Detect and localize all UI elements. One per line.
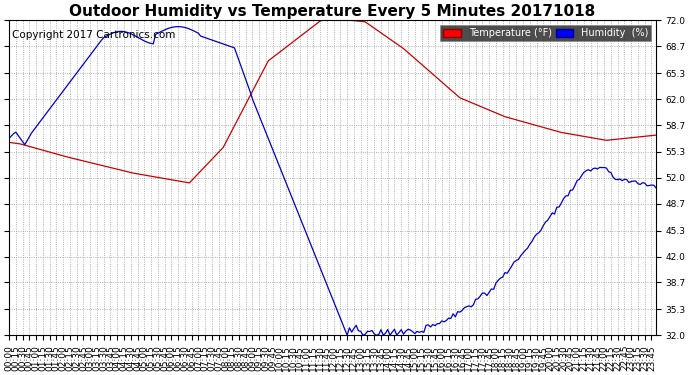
Legend: Temperature (°F), Humidity  (%): Temperature (°F), Humidity (%) <box>440 25 651 41</box>
Title: Outdoor Humidity vs Temperature Every 5 Minutes 20171018: Outdoor Humidity vs Temperature Every 5 … <box>70 4 595 19</box>
Text: Copyright 2017 Cartronics.com: Copyright 2017 Cartronics.com <box>12 30 176 40</box>
